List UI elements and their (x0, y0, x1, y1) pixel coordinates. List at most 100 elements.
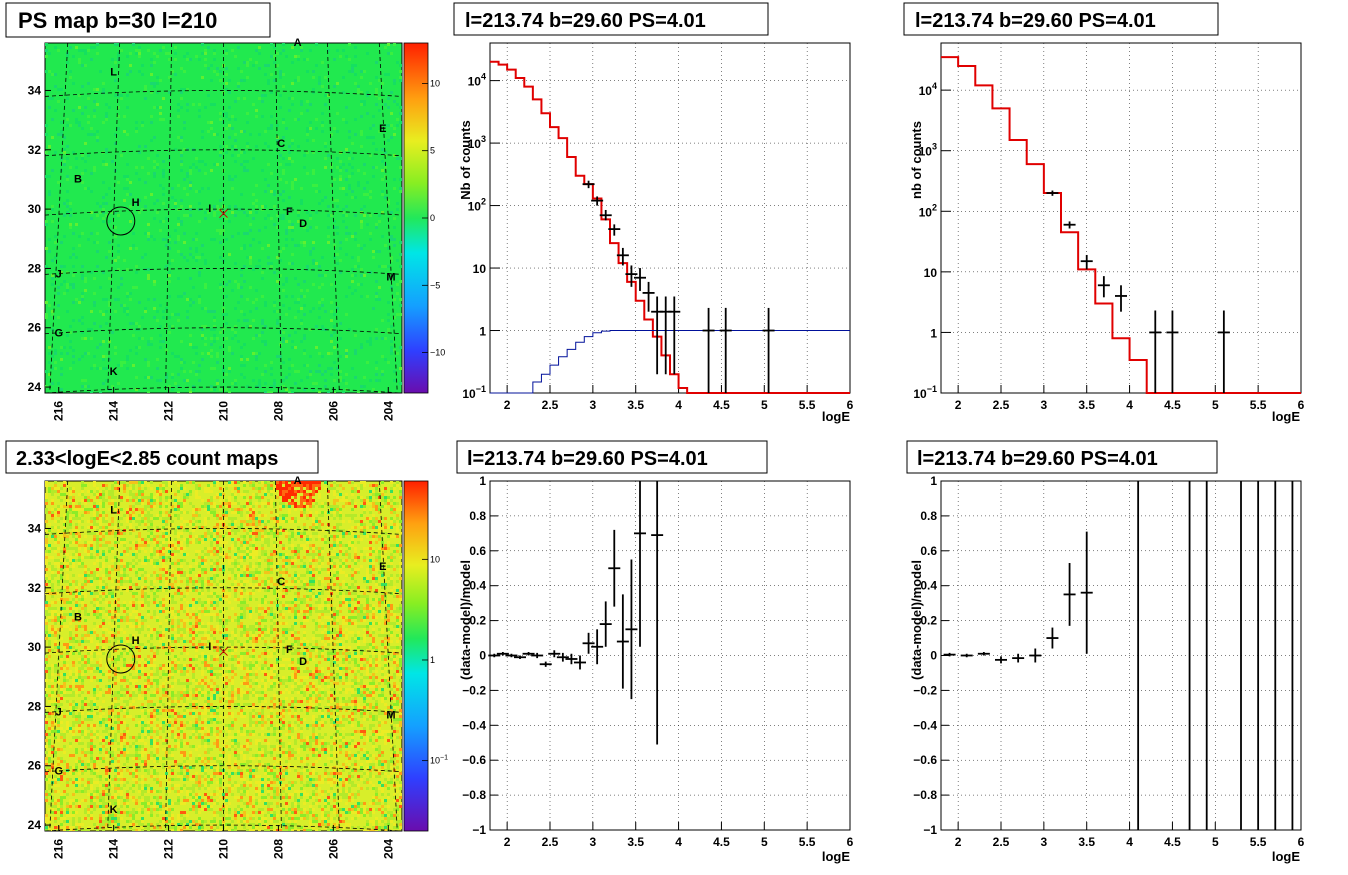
map2-pixel (333, 502, 336, 505)
map2-pixel (63, 514, 66, 517)
map1-pixel (204, 211, 207, 214)
map1-pixel (84, 64, 87, 67)
map2-pixel (246, 550, 249, 553)
map1-pixel (126, 133, 129, 136)
map1-pixel (96, 241, 99, 244)
map1-pixel (234, 205, 237, 208)
map1-pixel (234, 280, 237, 283)
map2-pixel (378, 499, 381, 502)
map1-pixel (378, 214, 381, 217)
map2-pixel (105, 499, 108, 502)
map2-pixel (375, 502, 378, 505)
map1-pixel (264, 301, 267, 304)
map2-pixel (396, 607, 399, 610)
map1-pixel (90, 58, 93, 61)
map2-pixel (57, 490, 60, 493)
map2-pixel (189, 622, 192, 625)
map1-pixel (174, 58, 177, 61)
map1-pixel (204, 217, 207, 220)
map1-pixel (117, 94, 120, 97)
map2-pixel (246, 517, 249, 520)
map2-pixel (48, 490, 51, 493)
map1-pixel (351, 166, 354, 169)
map1-pixel (273, 61, 276, 64)
map2-pixel (330, 505, 333, 508)
map2-pixel (396, 508, 399, 511)
map2-pixel (312, 592, 315, 595)
map1-pixel (399, 76, 402, 79)
map2-pixel (51, 517, 54, 520)
map1-pixel (330, 334, 333, 337)
map1-pixel (345, 148, 348, 151)
map2-pixel (177, 535, 180, 538)
map2-pixel (282, 613, 285, 616)
map2-pixel (321, 559, 324, 562)
map2-pixel (171, 625, 174, 628)
map2-pixel (210, 490, 213, 493)
map1-pixel (228, 106, 231, 109)
map1-pixel (198, 298, 201, 301)
map2-pixel (123, 571, 126, 574)
map2-pixel (63, 526, 66, 529)
map2-pixel (111, 499, 114, 502)
map2-pixel (159, 568, 162, 571)
map2-pixel (204, 553, 207, 556)
map2-pixel (273, 544, 276, 547)
map1-pixel (198, 190, 201, 193)
map1-pixel (219, 286, 222, 289)
map2-pixel (342, 553, 345, 556)
map2-pixel (261, 628, 264, 631)
map2-pixel (387, 583, 390, 586)
map2-pixel (177, 577, 180, 580)
map2-pixel (132, 604, 135, 607)
map2-pixel (204, 601, 207, 604)
map2-pixel (117, 532, 120, 535)
map2-pixel (348, 544, 351, 547)
map2-pixel (318, 610, 321, 613)
map2-pixel (78, 553, 81, 556)
map2-pixel (363, 613, 366, 616)
map1-pixel (78, 244, 81, 247)
map2-pixel (90, 601, 93, 604)
map1-pixel (270, 262, 273, 265)
map1-pixel (255, 199, 258, 202)
map2-pixel (51, 619, 54, 622)
map2-pixel (114, 571, 117, 574)
map2-pixel (75, 553, 78, 556)
map2-pixel (84, 592, 87, 595)
map2-pixel (96, 568, 99, 571)
map2-pixel (84, 610, 87, 613)
map2-pixel (249, 607, 252, 610)
map1-pixel (309, 49, 312, 52)
map2-pixel (201, 571, 204, 574)
map2-pixel (330, 556, 333, 559)
map2-pixel (246, 502, 249, 505)
map2-pixel (114, 481, 117, 484)
map1-pixel (183, 148, 186, 151)
map2-pixel (174, 610, 177, 613)
map2-pixel (354, 526, 357, 529)
map2-pixel (198, 574, 201, 577)
map2-pixel (285, 571, 288, 574)
map2-pixel (306, 607, 309, 610)
map2-pixel (156, 535, 159, 538)
map1-pixel (219, 145, 222, 148)
map1-pixel (69, 208, 72, 211)
map2-pixel (222, 493, 225, 496)
map2-pixel (84, 484, 87, 487)
map2-pixel (126, 589, 129, 592)
map1-pixel (273, 190, 276, 193)
map2-pixel (63, 493, 66, 496)
map1-pixel (129, 349, 132, 352)
map2-pixel (72, 535, 75, 538)
map1-pixel (291, 238, 294, 241)
map2-pixel (336, 511, 339, 514)
map1-pixel (123, 361, 126, 364)
map2-pixel (243, 484, 246, 487)
map2-pixel (84, 568, 87, 571)
map1-pixel (291, 142, 294, 145)
map1-pixel (189, 247, 192, 250)
map1-pixel (126, 175, 129, 178)
map2-pixel (264, 568, 267, 571)
map1-pixel (339, 187, 342, 190)
